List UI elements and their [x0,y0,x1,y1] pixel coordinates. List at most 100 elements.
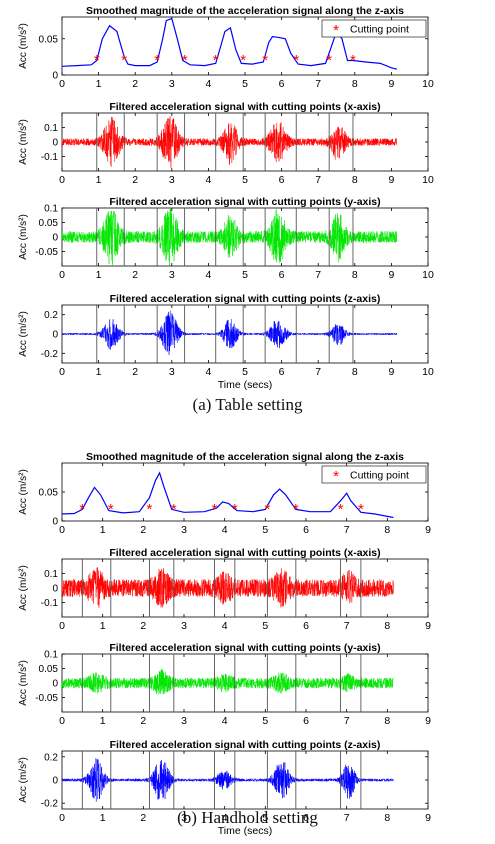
signal-trace [61,758,394,802]
legend-box [321,465,427,484]
y-tick-label: 0.05 [39,218,59,229]
x-tick-label: 4 [205,174,211,186]
x-tick-label: 3 [181,620,187,632]
x-tick-label: 5 [262,524,268,536]
y-axis-label: Acc (m/s²) [18,119,29,165]
panel-a3: Filtered acceleration signal with cuttin… [18,196,434,281]
x-tick-label: 8 [384,524,390,536]
y-tick-label: 0 [52,71,58,82]
x-tick-label: 0 [59,715,65,727]
x-tick-label: 8 [384,715,390,727]
x-tick-label: 3 [181,524,187,536]
y-tick-label: -0.05 [35,247,58,258]
x-tick-label: 1 [96,78,102,90]
x-tick-label: 8 [352,78,358,90]
cutting-point-marker: * [240,52,246,69]
y-tick-label: 0.05 [39,664,59,675]
y-tick-label: 0.1 [44,650,58,661]
y-tick-label: 0 [52,776,58,787]
x-tick-label: 5 [242,78,248,90]
caption-table-setting: (a) Table setting [192,395,303,414]
y-tick-label: 0.2 [44,310,58,321]
cutting-point-marker: * [338,501,344,518]
cutting-point-marker: * [108,501,114,518]
legend-label: Cutting point [350,24,409,36]
y-tick-label: -0.1 [41,152,59,163]
legend-box [321,19,427,38]
cutting-point-marker: * [326,52,332,69]
x-tick-label: 3 [169,78,175,90]
x-tick-label: 6 [303,524,309,536]
y-tick-label: 0 [52,138,58,149]
y-tick-label: -0.2 [41,349,59,360]
y-tick-label: 0.2 [44,752,58,763]
y-tick-label: 0.05 [39,488,59,499]
x-tick-label: 4 [205,78,211,90]
panel-title: Smoothed magnitude of the acceleration s… [86,5,404,17]
panel-title: Filtered acceleration signal with cuttin… [109,547,380,559]
x-axis-label: Time (secs) [218,825,272,837]
x-tick-label: 9 [425,812,431,824]
y-tick-label: 0 [52,233,58,244]
x-tick-label: 9 [388,366,394,378]
panel-a2: Filtered acceleration signal with cuttin… [18,101,434,186]
x-tick-label: 0 [59,269,65,281]
legend-label: Cutting point [350,470,409,482]
x-tick-label: 10 [422,366,434,378]
x-tick-label: 8 [352,174,358,186]
x-tick-label: 8 [352,269,358,281]
x-tick-label: 7 [315,174,321,186]
y-tick-label: 0.1 [44,123,58,134]
x-tick-label: 5 [262,812,268,824]
x-tick-label: 4 [222,620,228,632]
signal-trace [61,567,394,608]
cutting-point-marker: * [262,52,268,69]
cutting-point-marker: * [121,52,127,69]
x-tick-label: 2 [140,715,146,727]
x-tick-label: 7 [344,812,350,824]
cutting-point-marker: * [358,501,364,518]
panel-title: Filtered acceleration signal with cuttin… [110,739,381,751]
y-tick-label: 0 [52,679,58,690]
cutting-point-marker: * [350,52,356,69]
panel-b4: Filtered acceleration signal with cuttin… [18,739,431,837]
x-tick-label: 1 [96,269,102,281]
panel-b2: Filtered acceleration signal with cuttin… [18,547,431,632]
x-tick-label: 9 [388,78,394,90]
signal-trace [61,669,394,695]
y-tick-label: 0 [52,517,58,528]
y-tick-label: -0.1 [41,598,59,609]
x-tick-label: 6 [303,620,309,632]
x-tick-label: 5 [242,269,248,281]
x-tick-label: 7 [315,78,321,90]
y-tick-label: 0 [52,330,58,341]
x-tick-label: 8 [384,620,390,632]
x-tick-label: 2 [140,524,146,536]
x-tick-label: 1 [100,812,106,824]
y-axis-label: Acc (m/s²) [18,565,29,611]
x-tick-label: 9 [425,524,431,536]
x-tick-label: 7 [344,524,350,536]
x-tick-label: 2 [140,620,146,632]
cutting-point-marker: * [171,501,177,518]
y-axis-label: Acc (m/s²) [18,660,29,706]
x-tick-label: 2 [132,78,138,90]
cutting-point-marker: * [79,501,85,518]
x-tick-label: 0 [59,78,65,90]
x-tick-label: 0 [59,524,65,536]
x-tick-label: 9 [425,715,431,727]
x-tick-label: 6 [279,366,285,378]
x-tick-label: 6 [279,269,285,281]
legend-marker: * [333,22,339,39]
x-tick-label: 3 [169,366,175,378]
x-tick-label: 4 [205,366,211,378]
x-tick-label: 6 [279,174,285,186]
y-axis-label: Acc (m/s²) [18,23,29,69]
x-tick-label: 2 [132,269,138,281]
y-axis-label: Acc (m/s²) [18,311,29,357]
y-tick-label: -0.05 [35,693,58,704]
x-tick-label: 7 [344,620,350,632]
cutting-point-marker: * [154,52,160,69]
x-tick-label: 7 [315,366,321,378]
